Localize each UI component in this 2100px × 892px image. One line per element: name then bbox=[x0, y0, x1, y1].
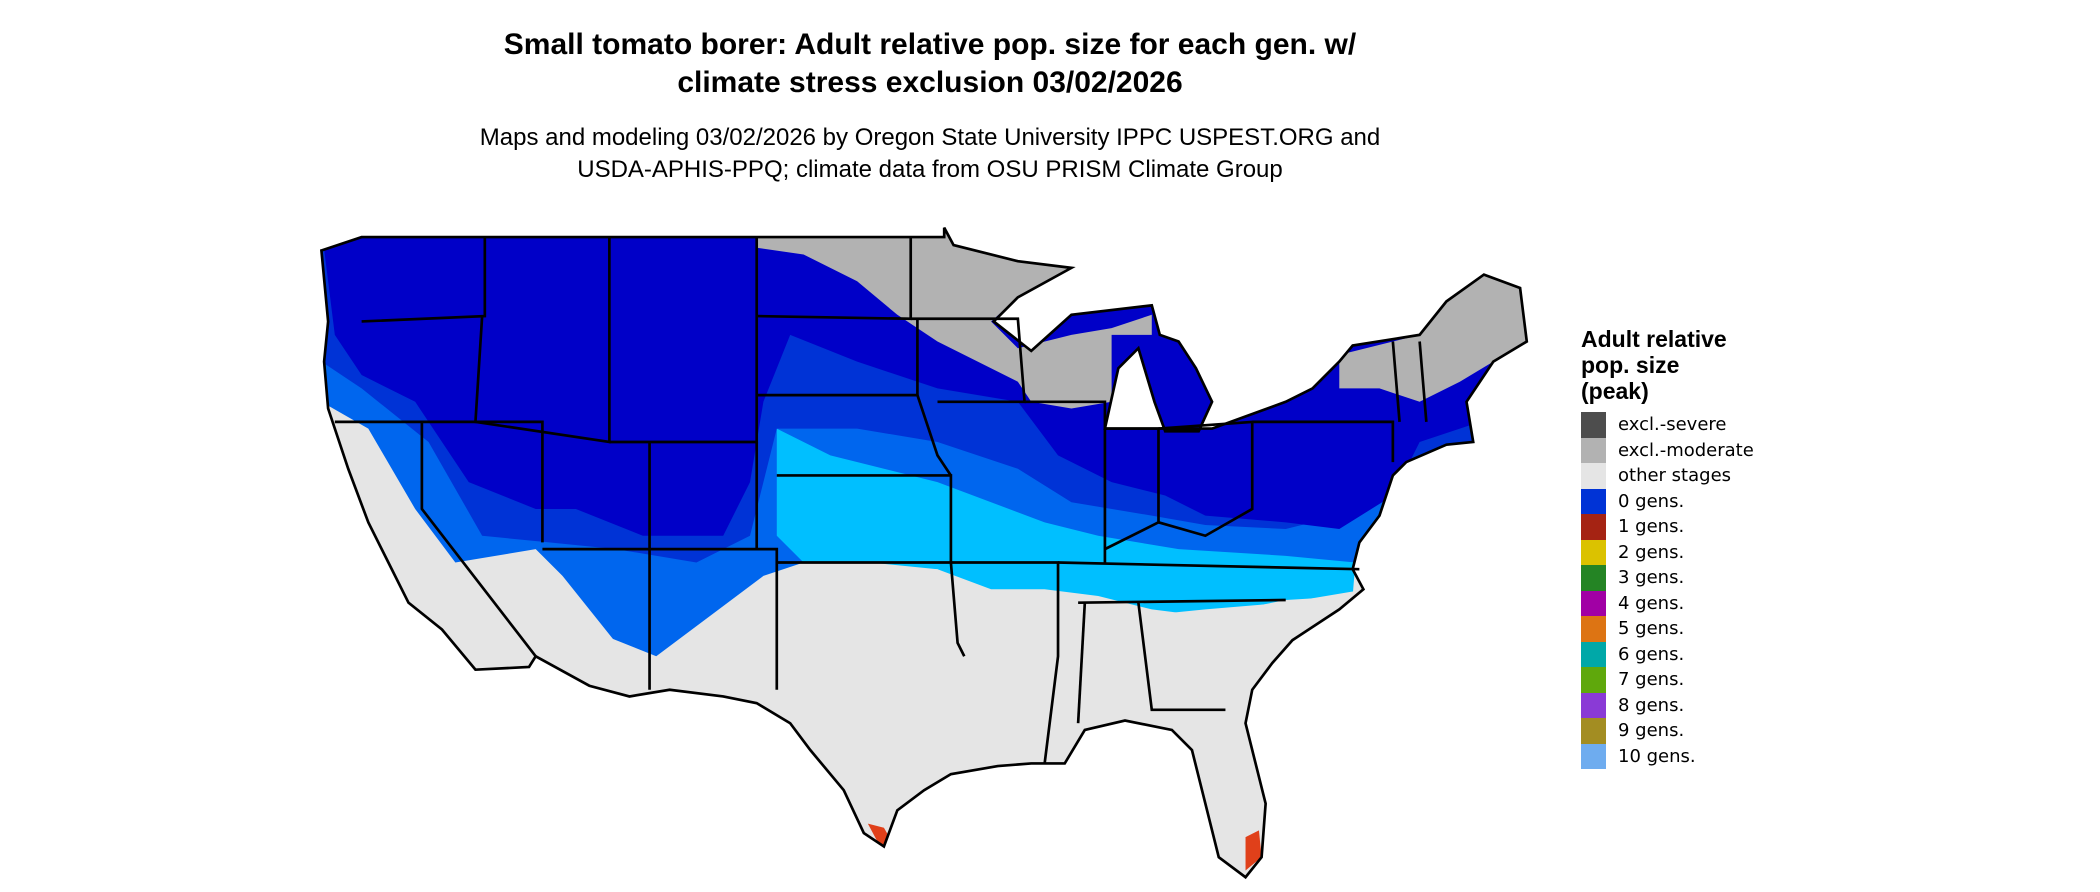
legend: Adult relative pop. size (peak) excl.-se… bbox=[1581, 326, 1821, 769]
legend-swatch bbox=[1581, 692, 1606, 718]
legend-label: 7 gens. bbox=[1618, 669, 1685, 691]
legend-swatch bbox=[1581, 718, 1606, 744]
legend-label: 5 gens. bbox=[1618, 618, 1685, 640]
legend-item: 6 gens. bbox=[1581, 641, 1821, 667]
legend-item: 1 gens. bbox=[1581, 514, 1821, 540]
legend-item: 2 gens. bbox=[1581, 539, 1821, 565]
map-title-line-2: climate stress exclusion 03/02/2026 bbox=[677, 66, 1183, 99]
legend-label: 10 gens. bbox=[1618, 745, 1696, 767]
legend-title-line-2: pop. size bbox=[1581, 352, 1680, 378]
legend-item: other stages bbox=[1581, 463, 1821, 489]
map-subtitle: Maps and modeling 03/02/2026 by Oregon S… bbox=[330, 122, 1530, 186]
legend-item: 0 gens. bbox=[1581, 488, 1821, 514]
legend-swatch bbox=[1581, 412, 1606, 438]
legend-label: other stages bbox=[1618, 465, 1732, 487]
legend-swatch bbox=[1581, 463, 1606, 489]
legend-items: excl.-severe excl.-moderate other stages 0 … bbox=[1581, 412, 1821, 769]
excl-moderate-region-northeast bbox=[1339, 274, 1527, 402]
cyan-band bbox=[776, 428, 1356, 617]
legend-item: 8 gens. bbox=[1581, 692, 1821, 718]
legend-swatch bbox=[1581, 514, 1606, 540]
legend-title-line-3: (peak) bbox=[1581, 378, 1649, 404]
legend-title: Adult relative pop. size (peak) bbox=[1581, 326, 1821, 404]
map-subtitle-line-2: USDA-APHIS-PPQ; climate data from OSU PR… bbox=[577, 156, 1283, 183]
legend-item: 10 gens. bbox=[1581, 743, 1821, 769]
map-title: Small tomato borer: Adult relative pop. … bbox=[330, 26, 1530, 102]
legend-swatch bbox=[1581, 667, 1606, 693]
legend-item: excl.-moderate bbox=[1581, 437, 1821, 463]
legend-label: 0 gens. bbox=[1618, 490, 1685, 512]
legend-item: 7 gens. bbox=[1581, 667, 1821, 693]
legend-swatch bbox=[1581, 641, 1606, 667]
legend-label: 8 gens. bbox=[1618, 694, 1685, 716]
legend-label: 2 gens. bbox=[1618, 541, 1685, 563]
legend-label: 3 gens. bbox=[1618, 567, 1685, 589]
legend-swatch bbox=[1581, 590, 1606, 616]
legend-label: 6 gens. bbox=[1618, 643, 1685, 665]
legend-item: 3 gens. bbox=[1581, 565, 1821, 591]
legend-label: excl.-severe bbox=[1618, 414, 1727, 436]
legend-swatch bbox=[1581, 488, 1606, 514]
legend-title-line-1: Adult relative bbox=[1581, 326, 1727, 352]
legend-item: 4 gens. bbox=[1581, 590, 1821, 616]
legend-label: 4 gens. bbox=[1618, 592, 1685, 614]
map-title-line-1: Small tomato borer: Adult relative pop. … bbox=[503, 28, 1357, 61]
legend-item: excl.-severe bbox=[1581, 412, 1821, 438]
legend-item: 9 gens. bbox=[1581, 718, 1821, 744]
legend-label: 1 gens. bbox=[1618, 516, 1685, 538]
legend-label: 9 gens. bbox=[1618, 720, 1685, 742]
legend-swatch bbox=[1581, 437, 1606, 463]
map-subtitle-line-1: Maps and modeling 03/02/2026 by Oregon S… bbox=[479, 124, 1381, 151]
legend-swatch bbox=[1581, 539, 1606, 565]
legend-label: excl.-moderate bbox=[1618, 439, 1754, 461]
state-borders bbox=[320, 226, 1529, 879]
legend-swatch bbox=[1581, 565, 1606, 591]
legend-swatch bbox=[1581, 616, 1606, 642]
legend-swatch bbox=[1581, 743, 1606, 769]
legend-item: 5 gens. bbox=[1581, 616, 1821, 642]
